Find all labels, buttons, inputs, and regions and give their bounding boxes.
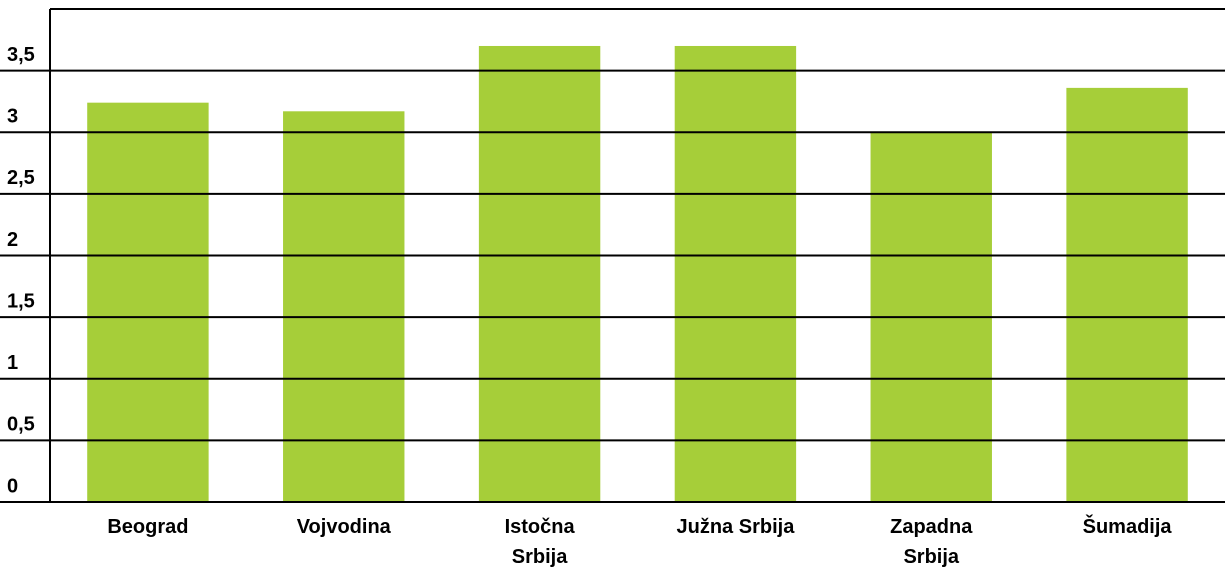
bar — [674, 45, 797, 502]
bar — [87, 102, 209, 503]
y-tick-label: 2 — [7, 229, 18, 251]
bar — [283, 111, 405, 503]
y-tick-label: 1 — [7, 352, 18, 374]
bar — [478, 45, 601, 502]
x-tick-label: Istočna Srbija — [504, 516, 575, 568]
y-tick-label: 3 — [7, 106, 18, 128]
bar — [1066, 87, 1188, 502]
y-tick-label: 0 — [7, 475, 18, 497]
x-tick-label: Vojvodina — [296, 516, 391, 538]
x-tick-label: Beograd — [107, 516, 189, 538]
x-tick-label: Zapadna Srbija — [890, 516, 973, 568]
y-tick-label: 3,5 — [7, 44, 35, 66]
y-tick-label: 2,5 — [7, 167, 35, 189]
y-tick-label: 1,5 — [7, 290, 35, 312]
y-tick-label: 0,5 — [7, 414, 35, 436]
x-tick-label: Južna Srbija — [676, 516, 795, 538]
x-tick-label: Šumadija — [1082, 516, 1172, 538]
